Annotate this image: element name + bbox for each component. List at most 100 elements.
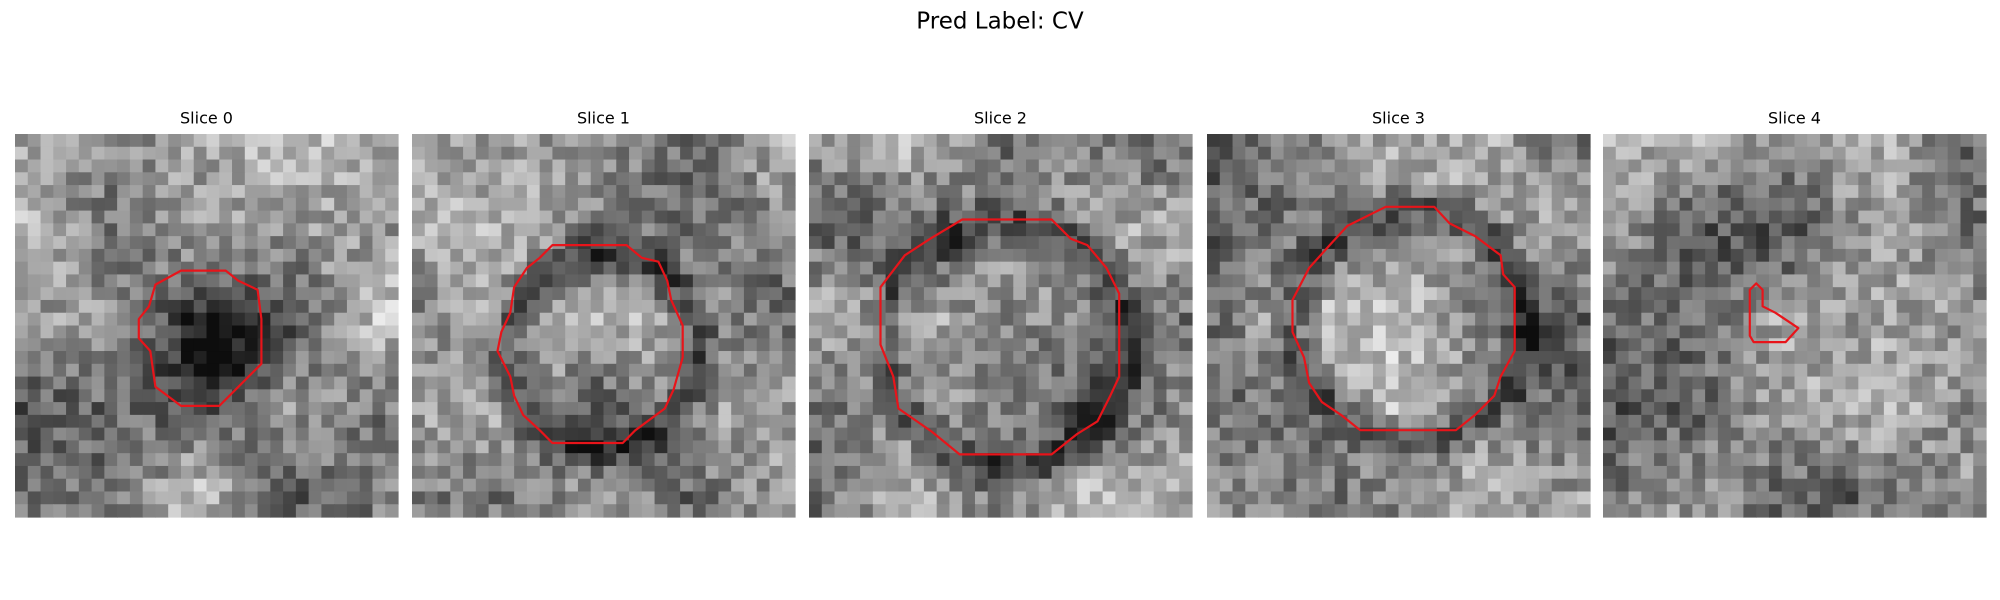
- pixel: [821, 363, 836, 378]
- pixel: [1628, 325, 1642, 339]
- pixel: [1089, 146, 1104, 161]
- pixel: [1128, 146, 1142, 161]
- pixel: [1128, 261, 1142, 276]
- pixel: [565, 146, 579, 161]
- pixel: [488, 261, 502, 276]
- pixel: [1207, 363, 1221, 378]
- pixel: [923, 185, 938, 199]
- pixel: [641, 440, 656, 454]
- pixel: [1424, 172, 1438, 186]
- pixel: [782, 402, 796, 416]
- pixel: [603, 453, 617, 467]
- pixel: [1000, 248, 1014, 263]
- pixel: [450, 134, 464, 148]
- pixel: [872, 261, 887, 276]
- pixel: [1449, 363, 1463, 378]
- pixel: [1309, 223, 1323, 237]
- pixel: [1038, 440, 1053, 454]
- pixel: [1487, 274, 1502, 288]
- pixel: [1347, 376, 1361, 390]
- pixel: [1871, 465, 1885, 480]
- pixel: [1296, 223, 1310, 237]
- pixel: [257, 223, 271, 237]
- pixel: [936, 274, 951, 288]
- pixel: [1551, 338, 1566, 352]
- pixel: [91, 465, 105, 480]
- pixel: [987, 274, 1002, 288]
- pixel: [334, 274, 348, 288]
- pixel: [40, 453, 54, 467]
- pixel: [860, 236, 874, 250]
- pixel: [756, 453, 771, 467]
- pixel: [1692, 185, 1706, 199]
- pixel: [1309, 402, 1323, 416]
- pixel: [590, 363, 605, 378]
- pixel: [1347, 351, 1361, 365]
- pixel: [1385, 389, 1400, 403]
- pixel: [1140, 312, 1155, 327]
- pixel: [923, 414, 938, 429]
- pixel: [692, 172, 707, 186]
- pixel: [974, 478, 989, 493]
- pixel: [718, 351, 732, 365]
- pixel: [743, 351, 758, 365]
- pixel: [412, 338, 426, 352]
- pixel: [1628, 363, 1642, 378]
- pixel: [1385, 248, 1400, 263]
- pixel: [1372, 274, 1387, 288]
- pixel: [590, 325, 605, 339]
- pixel: [654, 248, 668, 263]
- pixel: [974, 491, 989, 505]
- pixel: [180, 172, 195, 186]
- pixel: [308, 351, 322, 365]
- pixel: [1385, 478, 1400, 493]
- pixel: [1820, 223, 1834, 237]
- pixel: [1960, 159, 1974, 173]
- pixel: [1513, 261, 1527, 276]
- pixel: [1245, 261, 1259, 276]
- pixel: [1000, 414, 1014, 429]
- pixel: [860, 134, 874, 148]
- pixel: [809, 414, 823, 429]
- pixel: [424, 159, 439, 173]
- pixel: [1794, 363, 1808, 378]
- pixel: [1858, 248, 1872, 263]
- pixel: [1781, 159, 1796, 173]
- pixel: [654, 223, 668, 237]
- pixel: [359, 261, 374, 276]
- pixel: [872, 465, 887, 480]
- pixel: [27, 261, 42, 276]
- pixel: [1973, 210, 1987, 224]
- pixel: [1679, 134, 1693, 148]
- pixel: [911, 236, 925, 250]
- pixel: [590, 427, 605, 441]
- pixel: [1871, 248, 1885, 263]
- pixel: [78, 478, 93, 493]
- pixel: [1051, 299, 1065, 314]
- pixel: [1347, 465, 1361, 480]
- pixel: [1128, 287, 1142, 301]
- pixel: [1909, 197, 1923, 212]
- pixel: [1538, 491, 1553, 505]
- pixel: [321, 453, 335, 467]
- pixel: [731, 478, 745, 493]
- pixel: [15, 274, 29, 288]
- pixel: [437, 146, 451, 161]
- pixel: [1538, 159, 1553, 173]
- pixel: [1692, 402, 1706, 416]
- pixel: [603, 210, 617, 224]
- pixel: [1089, 491, 1104, 505]
- pixel: [1526, 134, 1540, 148]
- pixel: [78, 299, 93, 314]
- pixel: [27, 248, 42, 263]
- pixel: [1960, 427, 1974, 441]
- pixel: [782, 159, 796, 173]
- pixel: [692, 478, 707, 493]
- pixel: [488, 504, 502, 518]
- pixel: [257, 185, 271, 199]
- pixel: [949, 299, 963, 314]
- pixel: [501, 134, 515, 148]
- pixel: [1372, 261, 1387, 276]
- pixel: [1128, 427, 1142, 441]
- pixel: [898, 453, 912, 467]
